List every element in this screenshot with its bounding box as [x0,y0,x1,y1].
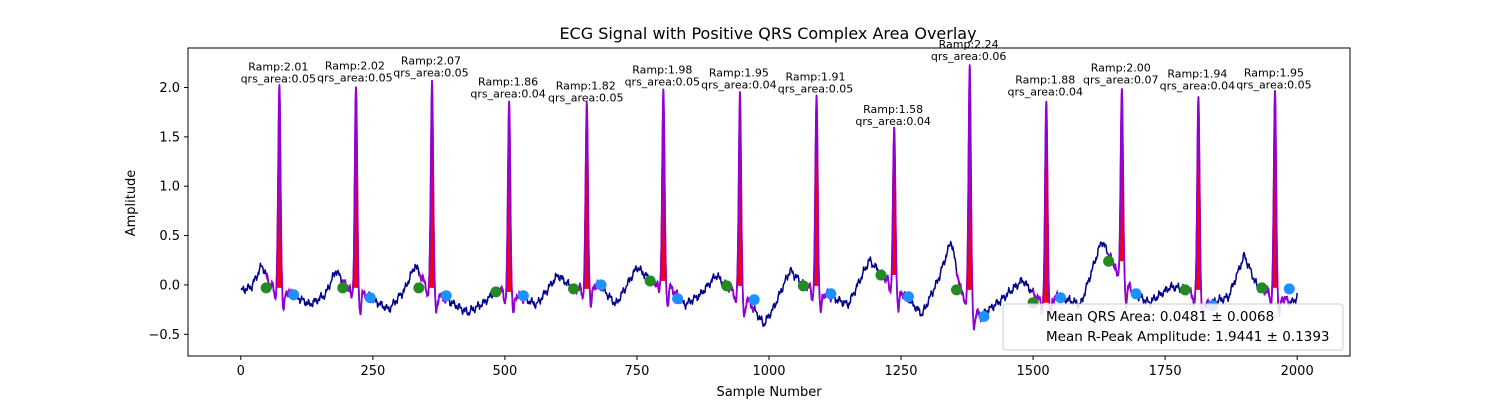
s-point-marker-10 [978,311,990,323]
qrs-area-label-3: qrs_area:0.05 [393,67,468,80]
qrs-area-fill-8 [811,95,822,286]
qrs-area-fill-5 [582,102,592,289]
qrs-area-fill-1 [274,84,285,288]
x-tick-label: 2000 [1281,364,1314,379]
q-point-marker-1 [260,282,272,294]
q-point-marker-6 [644,275,656,287]
qrs-area-fill-14 [1270,90,1280,288]
q-point-marker-12 [1103,255,1115,267]
chart-title: ECG Signal with Positive QRS Complex Are… [559,24,976,43]
ramp-label-6: Ramp:1.98 [632,63,692,76]
x-tick-label: 750 [625,364,650,379]
qrs-area-label-1: qrs_area:0.05 [241,73,316,86]
qrs-area-fill-11 [1041,101,1052,303]
qrs-area-fill-12 [1117,88,1127,262]
ramp-label-9: Ramp:1.58 [863,103,923,116]
ramp-label-1: Ramp:2.01 [248,61,308,74]
ramp-label-11: Ramp:1.88 [1015,73,1075,86]
qrs-area-label-13: qrs_area:0.04 [1160,79,1235,92]
q-point-marker-8 [797,280,809,292]
q-point-marker-14 [1256,282,1268,294]
s-point-marker-11 [1055,292,1067,304]
qrs-area-label-8: qrs_area:0.05 [778,82,853,95]
s-point-marker-9 [902,291,914,303]
qrs-area-fill-6 [658,89,669,281]
x-tick-label: 1750 [1149,364,1182,379]
x-axis: 0 250 500 750 1000 1250 1500 1750 2000 [237,356,1314,379]
qrs-area-label-9: qrs_area:0.04 [855,115,930,128]
qrs-area-label-11: qrs_area:0.04 [1008,85,1083,98]
qrs-area-fill-4 [504,101,514,292]
ramp-label-5: Ramp:1.82 [556,79,616,92]
s-point-marker-4 [517,290,529,302]
s-point-marker-5 [595,279,607,291]
y-axis: −0.5 0.0 0.5 1.0 1.5 2.0 [148,81,188,343]
qrs-area-label-2: qrs_area:0.05 [317,72,392,85]
s-point-marker-14 [1283,283,1295,295]
q-point-marker-5 [568,283,580,295]
legend-entry-mean-r-peak-amplitude: Mean R-Peak Amplitude: 1.9441 ± 0.1393 [1046,329,1330,345]
y-axis-label: Amplitude [124,170,139,237]
q-point-marker-10 [951,284,962,296]
legend-entry-mean-qrs-area: Mean QRS Area: 0.0481 ± 0.0068 [1046,309,1274,325]
y-tick-label: −0.5 [148,328,180,343]
s-point-marker-3 [440,290,452,302]
q-point-marker-3 [413,282,425,294]
qrs-area-label-6: qrs_area:0.05 [625,75,700,88]
qrs-area-fill-9 [889,127,899,276]
qrs-area-fill-10 [964,65,975,290]
qrs-area-label-5: qrs_area:0.05 [548,91,623,104]
ramp-label-2: Ramp:2.02 [325,60,385,73]
ramp-label-12: Ramp:2.00 [1091,61,1151,74]
annotation-layer: Ramp:2.01qrs_area:0.05Ramp:2.02qrs_area:… [241,38,1312,128]
legend-box [1002,303,1344,351]
s-point-marker-6 [672,293,684,305]
ramp-label-8: Ramp:1.91 [785,70,845,83]
x-tick-label: 1500 [1017,364,1050,379]
x-tick-label: 1250 [884,364,917,379]
s-point-marker-12 [1130,288,1142,300]
q-point-marker-4 [490,286,502,298]
s-point-marker-2 [364,292,376,304]
qrs-area-fill-7 [735,91,745,286]
y-tick-label: 0.5 [159,229,180,244]
marker-layer [260,255,1295,323]
qrs-area-label-14: qrs_area:0.05 [1236,78,1311,91]
ramp-label-7: Ramp:1.95 [709,66,769,79]
x-tick-label: 0 [237,364,245,379]
qrs-area-fill-2 [351,87,361,288]
ramp-label-14: Ramp:1.95 [1244,66,1304,79]
y-tick-label: 1.5 [159,130,180,145]
x-tick-label: 250 [360,364,385,379]
ramp-label-4: Ramp:1.86 [478,75,538,88]
s-point-marker-1 [288,289,300,301]
legend: Mean QRS Area: 0.0481 ± 0.0068 Mean R-Pe… [1002,303,1344,351]
q-point-marker-9 [875,269,887,281]
qrs-area-fill-3 [427,80,437,288]
qrs-area-label-12: qrs_area:0.07 [1083,73,1158,86]
y-tick-label: 0.0 [159,278,180,293]
qrs-area-label-4: qrs_area:0.04 [470,87,545,100]
q-point-marker-7 [721,280,733,292]
y-tick-label: 1.0 [159,180,180,195]
q-point-marker-13 [1179,284,1191,296]
ramp-label-13: Ramp:1.94 [1167,67,1227,80]
ramp-label-3: Ramp:2.07 [401,55,461,68]
q-point-marker-2 [337,282,349,294]
qrs-area-label-7: qrs_area:0.04 [701,78,776,91]
s-point-marker-8 [825,288,837,300]
x-axis-label: Sample Number [716,385,822,400]
s-point-marker-7 [748,294,760,306]
qrs-segment-14 [1260,90,1291,318]
qrs-area-label-10: qrs_area:0.06 [931,50,1006,63]
qrs-area-fill-13 [1193,96,1204,290]
y-tick-label: 2.0 [159,81,180,96]
x-tick-label: 1000 [752,364,785,379]
x-tick-label: 500 [492,364,517,379]
